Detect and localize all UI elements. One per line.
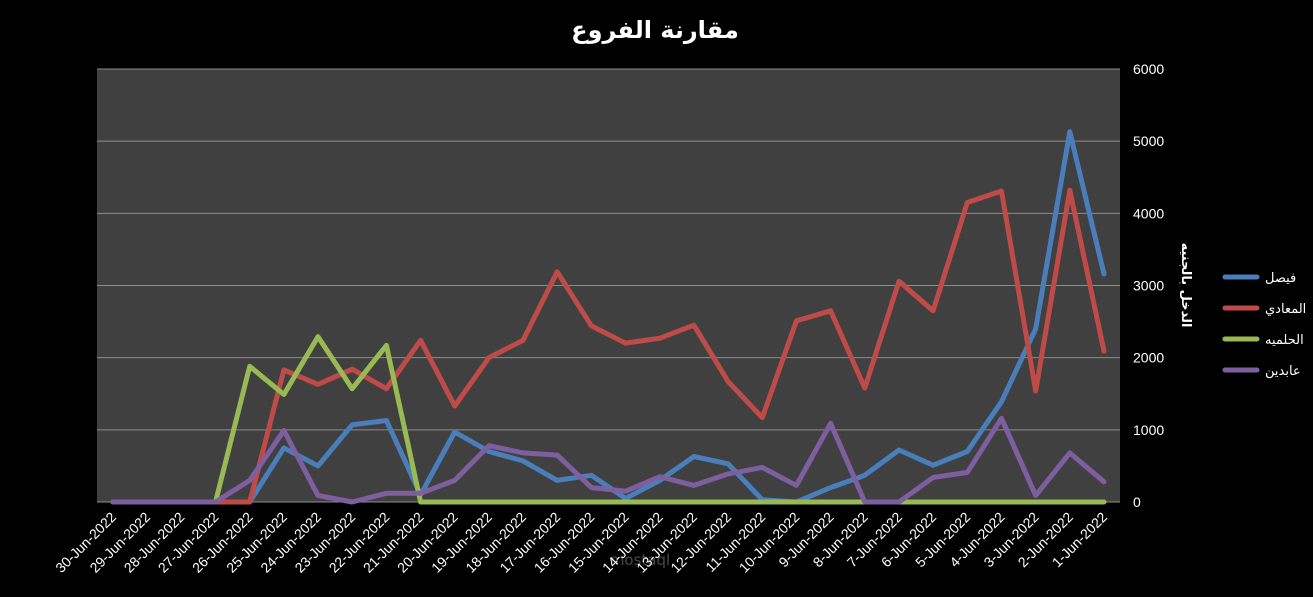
legend-label: المعادي bbox=[1265, 302, 1306, 317]
y-tick-label: 5000 bbox=[1133, 133, 1164, 149]
y-axis-ticks: 0 1000 2000 3000 4000 5000 6000 bbox=[1133, 61, 1164, 510]
series-line-3[interactable] bbox=[110, 415, 1107, 505]
watermark-text: mostaql bbox=[610, 551, 670, 569]
gridlines bbox=[97, 68, 1120, 503]
legend-label: عابدين bbox=[1265, 364, 1301, 379]
legend-item[interactable]: عابدين bbox=[1222, 364, 1301, 379]
chart-title: مقارنة الفروع bbox=[571, 16, 739, 44]
y-tick-label: 4000 bbox=[1133, 205, 1164, 221]
series-lines bbox=[110, 129, 1107, 505]
y-tick-label: 3000 bbox=[1133, 278, 1164, 294]
legend-label: الحلميه bbox=[1265, 333, 1304, 348]
legend[interactable]: فيصل المعادي الحلميه عابدين bbox=[1222, 271, 1306, 379]
y-tick-label: 1000 bbox=[1133, 422, 1164, 438]
y-tick-label: 2000 bbox=[1133, 350, 1164, 366]
legend-label: فيصل bbox=[1265, 271, 1296, 286]
y-tick-label: 0 bbox=[1133, 494, 1141, 510]
series-line-0[interactable] bbox=[110, 129, 1107, 505]
series-line-2[interactable] bbox=[110, 334, 1107, 505]
legend-item[interactable]: الحلميه bbox=[1222, 333, 1304, 348]
legend-item[interactable]: المعادي bbox=[1222, 302, 1306, 317]
mostaql-watermark: mostaql bbox=[610, 551, 670, 569]
y-tick-label: 6000 bbox=[1133, 61, 1164, 77]
y-axis-label: الدخل بالجنيه bbox=[1178, 243, 1193, 328]
legend-item[interactable]: فيصل bbox=[1222, 271, 1296, 286]
